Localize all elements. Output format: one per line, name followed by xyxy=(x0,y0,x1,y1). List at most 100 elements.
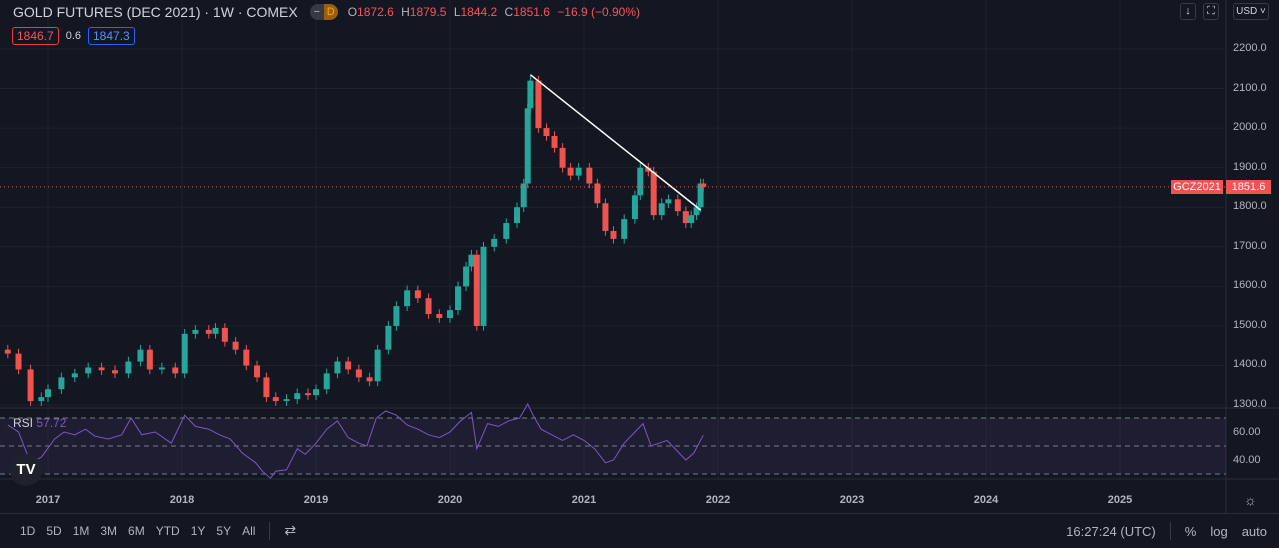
range-all[interactable]: All xyxy=(242,523,256,538)
time-tick-label: 2017 xyxy=(35,494,61,506)
candle-body xyxy=(374,349,381,382)
candle-body xyxy=(366,377,373,382)
auto-toggle[interactable]: auto xyxy=(1241,523,1267,539)
price-tick-label: 2100.0 xyxy=(1233,81,1267,94)
candle-body xyxy=(158,367,165,370)
candle-body xyxy=(112,370,118,374)
candle-body xyxy=(221,327,228,342)
candle-body xyxy=(631,195,638,220)
candle-body xyxy=(436,314,443,319)
candle-body xyxy=(700,183,707,187)
data-status-badge[interactable]: − D xyxy=(309,4,338,20)
candle-body xyxy=(283,399,290,402)
candle-body xyxy=(674,199,681,212)
price-tick-label: 1800.0 xyxy=(1233,200,1267,213)
bottom-toolbar: 1D 5D 1M 3M 6M YTD 1Y 5Y All ⇄ 16:27:24 (UTC) % … xyxy=(0,513,1279,547)
settings-gear-icon[interactable]: ☼ xyxy=(1244,492,1257,508)
candle-body xyxy=(610,230,617,239)
minus-icon: − xyxy=(309,4,324,20)
candle-body xyxy=(503,223,510,239)
rsi-level-40: 40.00 xyxy=(1233,454,1261,466)
candle-body xyxy=(304,393,311,396)
bid-price[interactable]: 1846.7 xyxy=(12,27,59,45)
time-tick-label: 2018 xyxy=(169,494,195,506)
candle-body xyxy=(543,128,550,137)
bid-ask-row: 1846.7 0.6 1847.3 xyxy=(12,27,135,45)
candle-body xyxy=(172,367,179,374)
range-1m[interactable]: 1M xyxy=(72,523,90,538)
scroll-down-icon[interactable]: ↓ xyxy=(1180,3,1196,20)
candle-body xyxy=(688,215,695,224)
candle-body xyxy=(355,369,362,378)
range-3m[interactable]: 3M xyxy=(100,523,118,538)
candle-body xyxy=(645,167,652,172)
price-tick-label: 1900.0 xyxy=(1233,160,1267,173)
clock[interactable]: 16:27:24 (UTC) xyxy=(1066,523,1156,539)
range-6m[interactable]: 6M xyxy=(128,523,145,538)
candle-body xyxy=(313,389,319,396)
goto-date-icon[interactable]: ⇄ xyxy=(284,522,297,538)
rsi-level-60: 60.00 xyxy=(1233,426,1261,438)
candle-body xyxy=(665,199,672,204)
candle-body xyxy=(15,353,22,370)
candle-body xyxy=(243,349,250,366)
rsi-legend[interactable]: RSI 57.72 xyxy=(13,416,67,430)
range-5y[interactable]: 5Y xyxy=(216,523,232,538)
candle-body xyxy=(27,369,34,402)
candle-body xyxy=(658,203,665,216)
range-ytd[interactable]: YTD xyxy=(155,523,180,538)
tradingview-logo[interactable]: TV xyxy=(10,454,42,486)
range-buttons: 1D 5D 1M 3M 6M YTD 1Y 5Y All xyxy=(20,524,255,538)
candle-body xyxy=(473,254,480,326)
candle-body xyxy=(181,333,188,374)
price-chart[interactable] xyxy=(0,0,1279,513)
symbol-title[interactable]: GOLD FUTURES (DEC 2021) · 1W · COMEX xyxy=(13,4,298,20)
candle-body xyxy=(524,108,531,184)
candle-body xyxy=(514,207,520,224)
log-toggle[interactable]: log xyxy=(1210,523,1228,539)
candle-body xyxy=(137,349,144,362)
currency-select[interactable]: USD ˅ xyxy=(1233,3,1269,20)
candle-body xyxy=(192,329,199,334)
candle-body xyxy=(637,167,644,196)
range-5d[interactable]: 5D xyxy=(46,523,62,538)
time-tick-label: 2024 xyxy=(973,494,999,506)
fullscreen-icon[interactable]: ⛶ xyxy=(1203,3,1219,20)
candle-body xyxy=(535,80,542,129)
candle-body xyxy=(586,167,593,184)
price-tick-label: 1300.0 xyxy=(1233,398,1267,411)
candle-body xyxy=(455,286,462,311)
price-tick-label: 1600.0 xyxy=(1233,279,1267,292)
candle-body xyxy=(254,365,261,378)
time-tick-label: 2025 xyxy=(1107,494,1133,506)
candle-body xyxy=(205,329,212,334)
candle-body xyxy=(693,207,700,216)
candle-body xyxy=(71,373,78,378)
range-1y[interactable]: 1Y xyxy=(190,523,206,538)
ask-price[interactable]: 1847.3 xyxy=(88,27,135,45)
trend-line[interactable] xyxy=(529,74,702,211)
time-tick-label: 2019 xyxy=(303,494,329,506)
percent-toggle[interactable]: % xyxy=(1184,523,1197,539)
candle-body xyxy=(682,211,689,224)
candle-body xyxy=(393,306,400,326)
candle-body xyxy=(414,290,421,299)
time-tick-label: 2021 xyxy=(571,494,597,506)
price-tick-label: 1400.0 xyxy=(1233,358,1267,371)
candle-body xyxy=(85,367,92,374)
rsi-line xyxy=(7,402,704,479)
range-1d[interactable]: 1D xyxy=(20,523,36,538)
candle-body xyxy=(45,389,51,398)
price-tick-label: 1700.0 xyxy=(1233,239,1267,252)
candle-body xyxy=(58,377,65,390)
symbol-price-tag: GCZ2021 xyxy=(1171,180,1223,194)
candle-body xyxy=(520,183,527,208)
candle-body xyxy=(125,361,132,374)
candle-body xyxy=(594,183,601,204)
candle-body xyxy=(212,327,219,334)
candle-body xyxy=(468,254,475,267)
candle-body xyxy=(263,377,270,398)
candle-body xyxy=(602,203,609,231)
candle-body xyxy=(425,298,432,315)
candle-body xyxy=(272,397,279,402)
